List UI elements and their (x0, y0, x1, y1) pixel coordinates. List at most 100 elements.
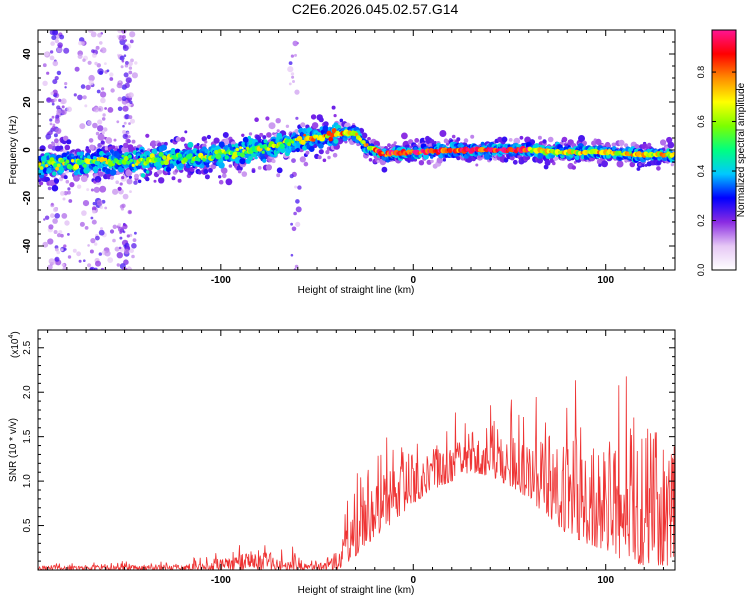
spectral-peak (131, 163, 135, 167)
spectral-peak (53, 162, 58, 168)
spectral-speckle (61, 213, 68, 219)
spectral-peak (65, 159, 70, 164)
spectral-speckle (61, 263, 65, 267)
spectral-haze (137, 179, 142, 184)
spectral-haze (131, 139, 136, 144)
spectral-speckle (42, 241, 49, 248)
spectral-speckle (96, 199, 103, 206)
spectral-speckle (129, 100, 133, 105)
spectral-speckle (292, 40, 299, 47)
spectral-peak (381, 151, 385, 155)
spectral-peak (81, 159, 85, 163)
spectral-speckle (45, 133, 52, 140)
spectral-speckle (82, 58, 86, 62)
spectral-band (318, 143, 324, 149)
spectral-speckle (95, 131, 100, 136)
spectral-haze (333, 114, 337, 118)
spectral-peak (315, 134, 319, 138)
spectral-haze (376, 160, 380, 163)
spectral-speckle (295, 221, 301, 227)
spectral-speckle (291, 226, 297, 232)
spectral-haze (436, 157, 443, 164)
spectral-peak (232, 151, 239, 158)
spectral-speckle (51, 102, 55, 106)
y-tick-label: 40 (22, 48, 33, 60)
spectral-speckle (287, 66, 294, 73)
spectral-speckle (81, 210, 87, 216)
spectral-speckle (134, 61, 138, 65)
spectral-speckle (79, 221, 85, 227)
spectral-speckle (109, 77, 114, 81)
spectral-speckle (84, 226, 89, 230)
spectral-speckle (109, 72, 114, 77)
spectral-speckle (84, 104, 88, 108)
spectral-speckle (52, 79, 58, 85)
spectral-speckle (83, 259, 86, 263)
spectral-haze (368, 158, 373, 162)
spectral-peak (142, 158, 146, 162)
spectral-haze (197, 170, 202, 175)
y-tick-label: 2.0 (22, 385, 33, 399)
spectral-peak (223, 151, 227, 155)
spectral-haze (285, 124, 290, 128)
spectral-haze (106, 175, 111, 180)
spectral-speckle (68, 199, 73, 203)
spectral-speckle (290, 253, 294, 257)
spectral-haze (624, 143, 629, 148)
spectral-haze (430, 159, 434, 163)
spectral-haze (66, 139, 72, 145)
spectral-band (105, 168, 112, 175)
spectral-haze (445, 142, 450, 146)
spectral-speckle (50, 41, 55, 46)
spectral-haze (537, 135, 542, 140)
spectral-band (295, 147, 300, 153)
spectral-speckle (54, 213, 60, 219)
spectral-speckle (55, 247, 59, 252)
spectral-speckle (128, 70, 133, 75)
spectral-band (231, 144, 235, 148)
spectral-speckle (119, 55, 125, 61)
spectral-peak (239, 152, 245, 158)
spectral-speckle (131, 72, 138, 79)
spectral-speckle (101, 117, 106, 121)
spectral-band (322, 125, 329, 132)
spectral-speckle (50, 91, 54, 96)
spectral-haze (561, 136, 568, 143)
spectral-speckle (94, 242, 98, 246)
spectral-speckle (52, 218, 58, 224)
spectral-speckle (122, 124, 125, 128)
spectral-speckle (104, 206, 108, 210)
spectral-speckle (123, 72, 129, 78)
spectral-haze (310, 114, 317, 120)
spectral-haze (218, 175, 222, 179)
spectral-haze (463, 138, 469, 143)
spectral-peak (188, 153, 193, 158)
spectral-speckle (63, 47, 70, 54)
spectral-speckle (47, 238, 54, 245)
spectral-speckle (53, 230, 58, 234)
spectral-haze (578, 135, 585, 142)
spectral-haze (294, 129, 299, 134)
spectral-haze (475, 163, 479, 167)
spectral-haze (63, 175, 68, 180)
spectral-peak (82, 163, 87, 168)
spectral-speckle (44, 51, 50, 57)
spectral-speckle (292, 80, 295, 83)
spectral-speckle (110, 88, 115, 93)
spectral-speckle (42, 80, 48, 87)
spectral-speckle (123, 121, 127, 125)
spectral-band (140, 149, 144, 153)
spectral-speckle (123, 259, 129, 266)
spectral-haze (180, 136, 186, 142)
spectral-speckle (54, 76, 59, 81)
spectral-band (291, 146, 296, 151)
spectral-haze (381, 166, 388, 173)
spectral-speckle (50, 202, 54, 206)
spectral-haze (265, 164, 272, 171)
spectral-speckle (121, 96, 127, 102)
spectral-haze (113, 138, 117, 142)
spectral-speckle (122, 45, 129, 51)
spectral-speckle (132, 238, 137, 243)
spectral-speckle (106, 69, 110, 73)
